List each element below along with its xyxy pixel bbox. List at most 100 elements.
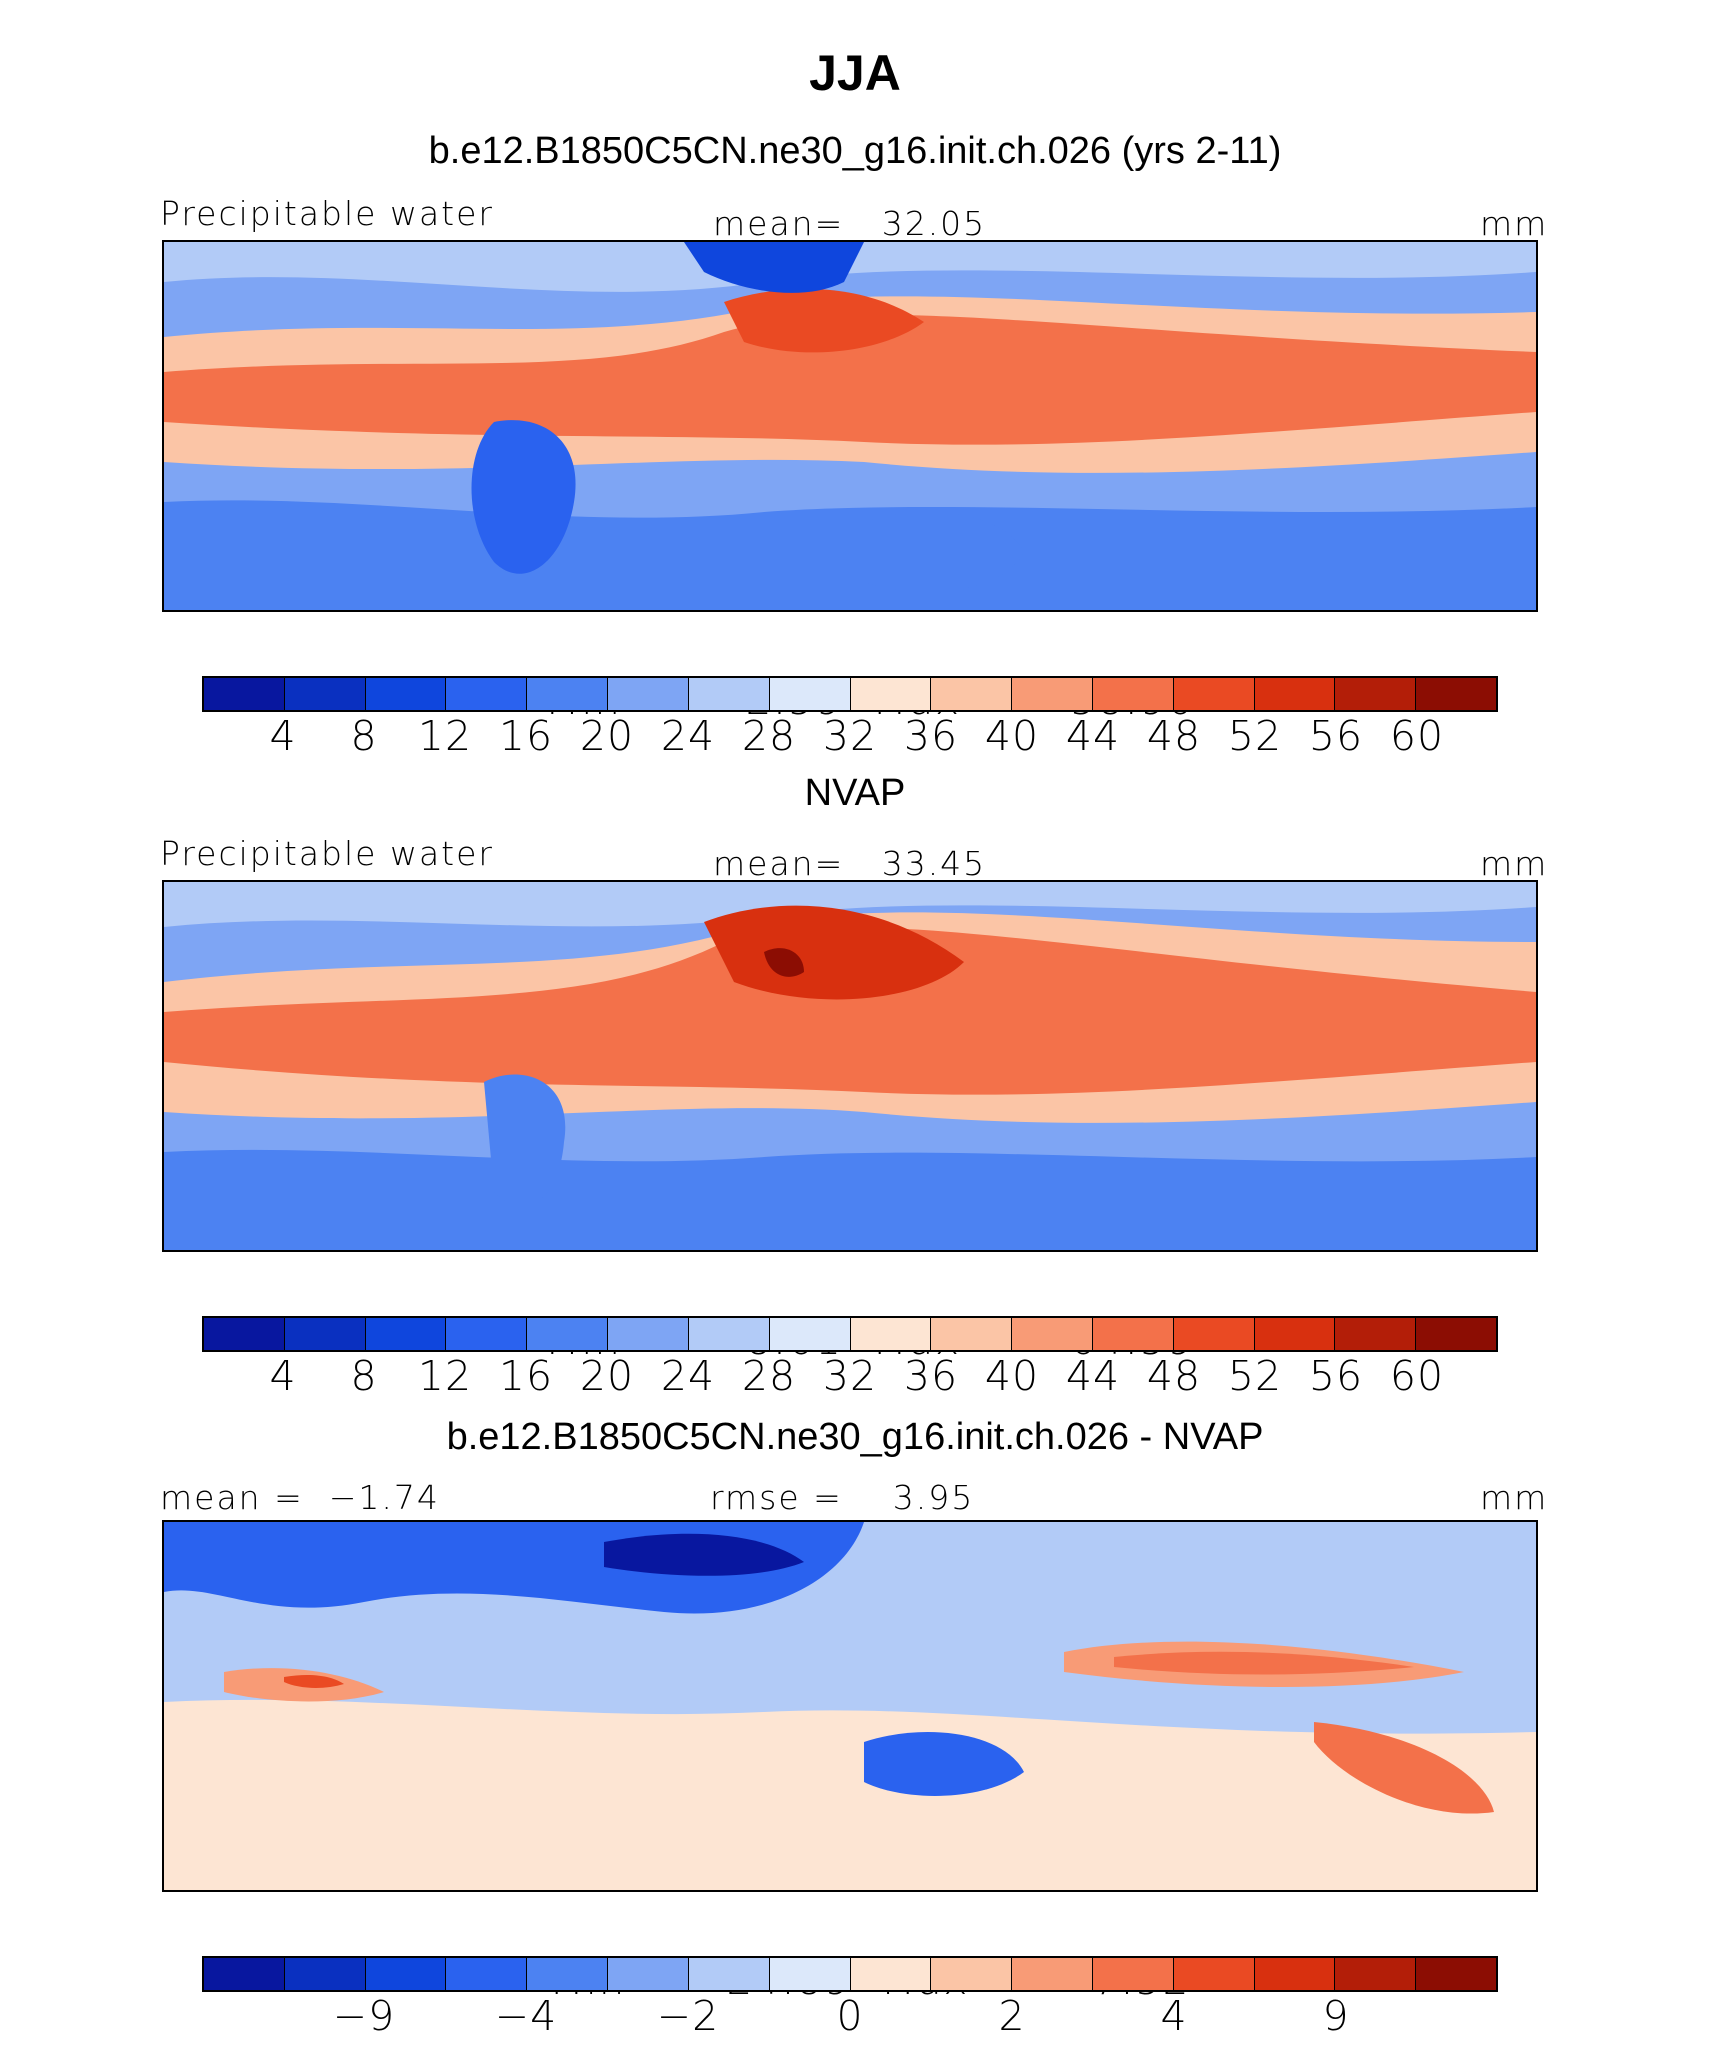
panel1-band-monsoon — [724, 288, 924, 353]
panel3-colorbar-box-7 — [769, 1958, 851, 1990]
panel1-colorbar-box-2 — [365, 678, 447, 710]
panel3-colorbar-ticks: −9 −4 −2 0 2 4 9 — [202, 1992, 1498, 2042]
panel2-colorbar-box-12 — [1173, 1318, 1255, 1350]
panel2-colorbar-tick-label: 12 — [417, 1352, 473, 1400]
panel3-colorbar-box-3 — [446, 1958, 528, 1990]
panel1-colorbar-tick-label: 56 — [1308, 712, 1364, 760]
panel2-colorbar-tick-label: 8 — [350, 1352, 378, 1400]
panel3-australia-dry — [864, 1732, 1024, 1796]
panel1-colorbar-tick-label: 20 — [579, 712, 635, 760]
panel3-colorbar-tick-label: 0 — [836, 1992, 864, 2040]
panel1-colorbar-box-5 — [608, 678, 689, 710]
panel2-colorbar-box-13 — [1254, 1318, 1336, 1350]
panel1-colorbar-tick-label: 36 — [903, 712, 959, 760]
panel3-colorbar-box-2 — [365, 1958, 447, 1990]
panel1-mean-label: mean= 32.05 — [713, 204, 987, 243]
panel2-band-south — [164, 1149, 1536, 1250]
panel2-colorbar-tick-label: 20 — [579, 1352, 635, 1400]
panel2-colorbar-box-2 — [365, 1318, 447, 1350]
panel2-colorbar-box-10 — [1012, 1318, 1093, 1350]
panel1-colorbar-box-8 — [850, 678, 932, 710]
panel2-colorbar-tick-label: 28 — [741, 1352, 797, 1400]
panel3-map — [162, 1520, 1538, 1892]
panel1-colorbar-box-3 — [446, 678, 528, 710]
panel3-colorbar-box-8 — [850, 1958, 932, 1990]
panel2-mean-label: mean= 33.45 — [713, 844, 987, 883]
panel2-colorbar-tick-label: 16 — [498, 1352, 554, 1400]
panel3-pacific-core — [1114, 1651, 1414, 1675]
panel1-southern-africa — [471, 420, 576, 574]
panel1-colorbar-tick-label: 16 — [498, 712, 554, 760]
panel1-left-label: Precipitable water — [160, 194, 494, 233]
panel1-colorbar-box-10 — [1012, 678, 1093, 710]
panel1-colorbar-ticks: 4 8 12 16 20 24 28 32 36 40 44 48 52 56 60 — [202, 712, 1498, 762]
panel3-colorbar-box-1 — [284, 1958, 366, 1990]
panel2-colorbar-tick-label: 44 — [1065, 1352, 1121, 1400]
panel2-colorbar-tick-label: 60 — [1389, 1352, 1445, 1400]
panel2-colorbar-tick-label: 40 — [984, 1352, 1040, 1400]
panel1-colorbar-tick-label: 52 — [1227, 712, 1283, 760]
panel3-colorbar-tick-label: 2 — [998, 1992, 1026, 2040]
panel1-colorbar-tick-label: 60 — [1389, 712, 1445, 760]
panel3-colorbar-box-10 — [1012, 1958, 1093, 1990]
panel3-southeast-pacific — [1314, 1722, 1494, 1814]
panel1-colorbar-box-6 — [688, 678, 770, 710]
panel3-units-label: mm — [1480, 1478, 1549, 1517]
panel1-colorbar-box-0 — [204, 678, 285, 710]
panel1-band-warm-core — [164, 314, 1536, 445]
panel2-max-core — [764, 948, 804, 977]
panel1-australia-field — [864, 512, 1024, 592]
panel2-colorbar-box-14 — [1335, 1318, 1417, 1350]
panel2-colorbar-box-4 — [527, 1318, 609, 1350]
panel1-colorbar-box-12 — [1173, 678, 1255, 710]
panel3-colorbar-tick-label: 9 — [1322, 1992, 1350, 2040]
panel1-colorbar-tick-label: 40 — [984, 712, 1040, 760]
panel3-colorbar-tick-label: −9 — [332, 1992, 396, 2040]
panel1-colorbar-tick-label: 12 — [417, 712, 473, 760]
panel3-colorbar-box-4 — [527, 1958, 609, 1990]
panel3-colorbar — [202, 1956, 1498, 1992]
panel2-band-north — [164, 882, 1536, 927]
panel1-colorbar-box-4 — [527, 678, 609, 710]
panel2-title: NVAP — [804, 772, 906, 814]
panel2-colorbar-box-15 — [1416, 1318, 1496, 1350]
panel1-colorbar-box-1 — [284, 678, 366, 710]
panel1-colorbar-box-13 — [1254, 678, 1336, 710]
panel2-band-warm-core — [164, 927, 1536, 1095]
panel1-colorbar-tick-label: 32 — [822, 712, 878, 760]
panel2-colorbar — [202, 1316, 1498, 1352]
panel1-map — [162, 240, 1538, 612]
panel3-atlantic-core — [284, 1674, 344, 1688]
panel3-colorbar-box-0 — [204, 1958, 285, 1990]
panel1-tibet-low — [684, 242, 864, 293]
panel2-southern-africa — [484, 1074, 566, 1206]
panel3-tibet-min — [604, 1533, 804, 1576]
panel2-colorbar-tick-label: 24 — [660, 1352, 716, 1400]
panel1-title: b.e12.B1850C5CN.ne30_g16.init.ch.026 (yr… — [428, 130, 1282, 172]
panel2-colorbar-tick-label: 56 — [1308, 1352, 1364, 1400]
panel2-colorbar-box-11 — [1092, 1318, 1174, 1350]
panel1-colorbar-tick-label: 24 — [660, 712, 716, 760]
panel2-colorbar-tick-label: 4 — [269, 1352, 297, 1400]
panel1-colorbar-tick-label: 44 — [1065, 712, 1121, 760]
panel3-colorbar-box-12 — [1173, 1958, 1255, 1990]
panel1-colorbar-box-14 — [1335, 678, 1417, 710]
panel2-colorbar-tick-label: 52 — [1227, 1352, 1283, 1400]
panel2-left-label: Precipitable water — [160, 834, 494, 873]
panel1-colorbar-box-7 — [769, 678, 851, 710]
panel3-colorbar-box-6 — [688, 1958, 770, 1990]
panel2-colorbar-box-1 — [284, 1318, 366, 1350]
panel3-south-band — [164, 1699, 1536, 1890]
panel2-colorbar-box-3 — [446, 1318, 528, 1350]
panel2-colorbar-box-6 — [688, 1318, 770, 1350]
panel3-colorbar-tick-label: −4 — [494, 1992, 558, 2040]
panel1-units-label: mm — [1480, 204, 1549, 243]
panel1-colorbar-box-15 — [1416, 678, 1496, 710]
panel3-colorbar-box-11 — [1092, 1958, 1174, 1990]
panel3-colorbar-box-14 — [1335, 1958, 1417, 1990]
panel2-colorbar-tick-label: 36 — [903, 1352, 959, 1400]
panel1-colorbar-tick-label: 48 — [1146, 712, 1202, 760]
panel2-colorbar-box-9 — [931, 1318, 1013, 1350]
panel1-colorbar-tick-label: 8 — [350, 712, 378, 760]
panel3-colorbar-tick-label: 4 — [1160, 1992, 1188, 2040]
